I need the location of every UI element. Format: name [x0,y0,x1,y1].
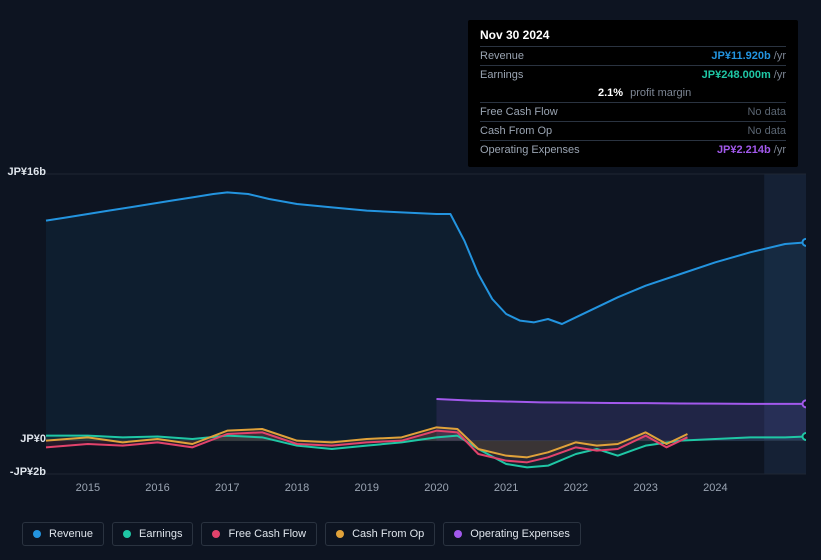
legend-dot-icon [212,530,220,538]
tooltip-label: Revenue [480,50,524,62]
y-axis-label: JP¥0 [0,433,46,445]
x-axis-label: 2022 [564,482,588,494]
tooltip-row: Cash From Op No data [480,121,786,140]
legend-item-earnings[interactable]: Earnings [112,522,193,546]
tooltip-label: Earnings [480,69,523,81]
tooltip-value: JP¥2.214b/yr [717,144,786,156]
legend-label: Revenue [49,528,93,540]
legend-label: Free Cash Flow [228,528,306,540]
chart-tooltip: Nov 30 2024 Revenue JP¥11.920b/yr Earnings… [468,20,798,167]
tooltip-nodata: No data [747,125,786,137]
tooltip-row: Operating Expenses JP¥2.214b/yr [480,140,786,159]
profit-margin-label: profit margin [630,87,691,99]
chart-area: JP¥16bJP¥0-JP¥2b 20152016201720182019202… [16,160,806,490]
legend-dot-icon [33,530,41,538]
legend-label: Cash From Op [352,528,424,540]
x-axis-label: 2019 [354,482,378,494]
tooltip-row: Free Cash Flow No data [480,102,786,121]
x-axis-label: 2021 [494,482,518,494]
tooltip-date: Nov 30 2024 [480,28,786,42]
tooltip-value: JP¥11.920b/yr [711,50,786,62]
legend-dot-icon [336,530,344,538]
legend-item-operating-expenses[interactable]: Operating Expenses [443,522,581,546]
x-axis-label: 2018 [285,482,309,494]
chart-legend: Revenue Earnings Free Cash Flow Cash From O… [22,522,581,546]
legend-label: Earnings [139,528,182,540]
x-axis-label: 2017 [215,482,239,494]
legend-dot-icon [454,530,462,538]
legend-item-cash-from-op[interactable]: Cash From Op [325,522,435,546]
tooltip-value: JP¥248.000m/yr [702,69,786,81]
tooltip-label: Operating Expenses [480,144,580,156]
x-axis-label: 2020 [424,482,448,494]
legend-item-free-cash-flow[interactable]: Free Cash Flow [201,522,317,546]
x-axis-label: 2015 [76,482,100,494]
profit-margin-value: 2.1% [598,87,623,99]
y-axis-label: JP¥16b [0,166,46,178]
tooltip-nodata: No data [747,106,786,118]
tooltip-label: Free Cash Flow [480,106,558,118]
legend-dot-icon [123,530,131,538]
x-axis-label: 2016 [145,482,169,494]
legend-label: Operating Expenses [470,528,570,540]
y-axis-label: -JP¥2b [0,466,46,478]
tooltip-row: 2.1% profit margin [480,84,786,102]
x-axis-label: 2023 [633,482,657,494]
tooltip-row: Revenue JP¥11.920b/yr [480,46,786,65]
tooltip-row: Earnings JP¥248.000m/yr [480,65,786,84]
x-axis-label: 2024 [703,482,727,494]
legend-item-revenue[interactable]: Revenue [22,522,104,546]
tooltip-label: Cash From Op [480,125,552,137]
line-area-chart[interactable] [16,160,806,504]
